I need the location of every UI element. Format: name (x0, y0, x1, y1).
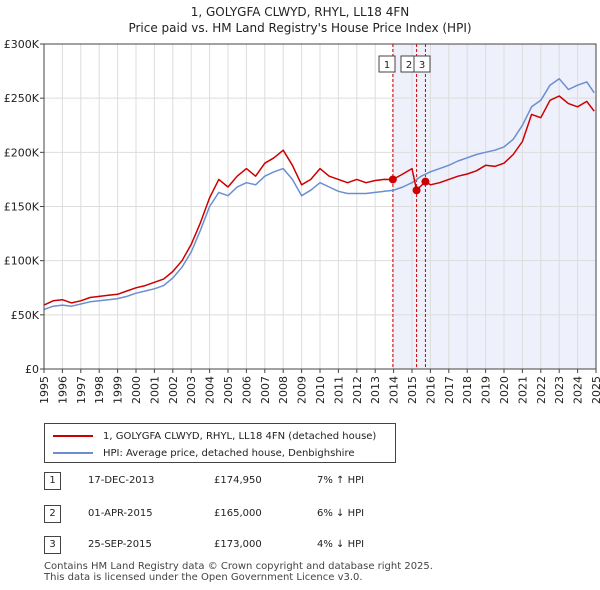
chart-title: 1, GOLYGFA CLWYD, RHYL, LL18 4FN (191, 5, 410, 19)
y-tick-label: £0 (25, 363, 39, 376)
sale-row: 2 01-APR-2015 £165,000 6% ↓ HPI (44, 505, 584, 525)
property-price-line (43, 95, 595, 306)
sale-point (412, 186, 421, 195)
x-tick-label: 2001 (148, 376, 161, 404)
sale-badge-box (378, 55, 396, 73)
x-tick-label: 2012 (351, 376, 364, 404)
sale-date: 17-DEC-2013 (88, 475, 155, 486)
x-tick-label: 2009 (296, 376, 309, 404)
legend-label-hpi: HPI: Average price, detached house, Denb… (103, 447, 355, 459)
legend-item-hpi: HPI: Average price, detached house, Denb… (53, 445, 354, 461)
y-tick-label: £200K (4, 146, 40, 159)
sale-date: 01-APR-2015 (88, 508, 153, 519)
x-tick-label: 1995 (38, 376, 51, 404)
x-tick-label: 2000 (130, 376, 143, 404)
x-tick-label: 2016 (424, 376, 437, 404)
sale-point (388, 175, 397, 184)
sale-marker-badge: 3 (44, 536, 61, 554)
sale-price: £174,950 (214, 475, 262, 486)
sale-price: £165,000 (214, 508, 262, 519)
x-tick-label: 2019 (480, 376, 493, 404)
chart: 1, GOLYGFA CLWYD, RHYL, LL18 4FN Price p… (4, 5, 600, 404)
footer: Contains HM Land Registry data © Crown c… (44, 561, 433, 583)
sale-marker-badge: 1 (44, 472, 61, 490)
footer-copyright: Contains HM Land Registry data © Crown c… (44, 561, 433, 572)
x-tick-label: 2010 (314, 376, 327, 404)
sale-date: 25-SEP-2015 (88, 539, 152, 550)
hpi-line (43, 77, 595, 311)
y-tick-label: £100K (4, 255, 40, 268)
x-tick-label: 2002 (167, 376, 180, 404)
y-tick-label: £50K (11, 309, 40, 322)
sale-badge-box (413, 55, 431, 73)
x-tick-label: 1996 (56, 376, 69, 404)
x-tick-label: 2020 (498, 376, 511, 404)
sale-badge-label: 3 (419, 60, 425, 71)
x-tick-label: 2022 (535, 376, 548, 404)
x-tick-label: 2011 (332, 376, 345, 404)
sale-hpi-change: 6% ↓ HPI (317, 508, 365, 519)
x-tick-label: 2018 (461, 376, 474, 404)
x-tick-label: 2004 (204, 376, 217, 404)
x-tick-label: 2021 (516, 376, 529, 404)
x-tick-label: 2015 (406, 376, 419, 404)
legend-label-property: 1, GOLYGFA CLWYD, RHYL, LL18 4FN (detach… (103, 430, 377, 442)
plot-frame (43, 43, 597, 370)
legend-item-property: 1, GOLYGFA CLWYD, RHYL, LL18 4FN (detach… (53, 428, 376, 444)
x-tick-label: 1999 (112, 376, 125, 404)
x-tick-label: 2007 (259, 376, 272, 404)
x-tick-label: 1998 (93, 376, 106, 404)
y-tick-label: £150K (4, 201, 40, 214)
sale-price: £173,000 (214, 539, 262, 550)
x-tick-label: 2013 (369, 376, 382, 404)
y-tick-label: £300K (4, 38, 40, 51)
x-tick-label: 2023 (553, 376, 566, 404)
sale-hpi-change: 7% ↑ HPI (317, 475, 365, 486)
sale-row: 1 17-DEC-2013 £174,950 7% ↑ HPI (44, 472, 584, 492)
footer-license: This data is licensed under the Open Gov… (44, 572, 363, 583)
legend: 1, GOLYGFA CLWYD, RHYL, LL18 4FN (detach… (44, 423, 396, 463)
x-tick-label: 2006 (240, 376, 253, 404)
sale-badge-label: 1 (384, 60, 390, 71)
x-tick-label: 2003 (185, 376, 198, 404)
x-tick-label: 2017 (443, 376, 456, 404)
sale-hpi-change: 4% ↓ HPI (317, 539, 365, 550)
sale-badge-label: 2 (406, 60, 412, 71)
sale-point (421, 177, 430, 186)
x-tick-label: 2014 (388, 376, 401, 404)
x-tick-label: 2024 (572, 376, 585, 404)
chart-subtitle: Price paid vs. HM Land Registry's House … (128, 21, 471, 35)
x-tick-label: 2005 (222, 376, 235, 404)
sale-marker-badge: 2 (44, 505, 61, 523)
legend-line-property (53, 435, 93, 437)
x-tick-label: 2008 (277, 376, 290, 404)
y-tick-label: £250K (4, 92, 40, 105)
x-tick-label: 2025 (590, 376, 600, 404)
sale-row: 3 25-SEP-2015 £173,000 4% ↓ HPI (44, 536, 584, 556)
x-tick-label: 1997 (75, 376, 88, 404)
legend-line-hpi (53, 452, 93, 454)
